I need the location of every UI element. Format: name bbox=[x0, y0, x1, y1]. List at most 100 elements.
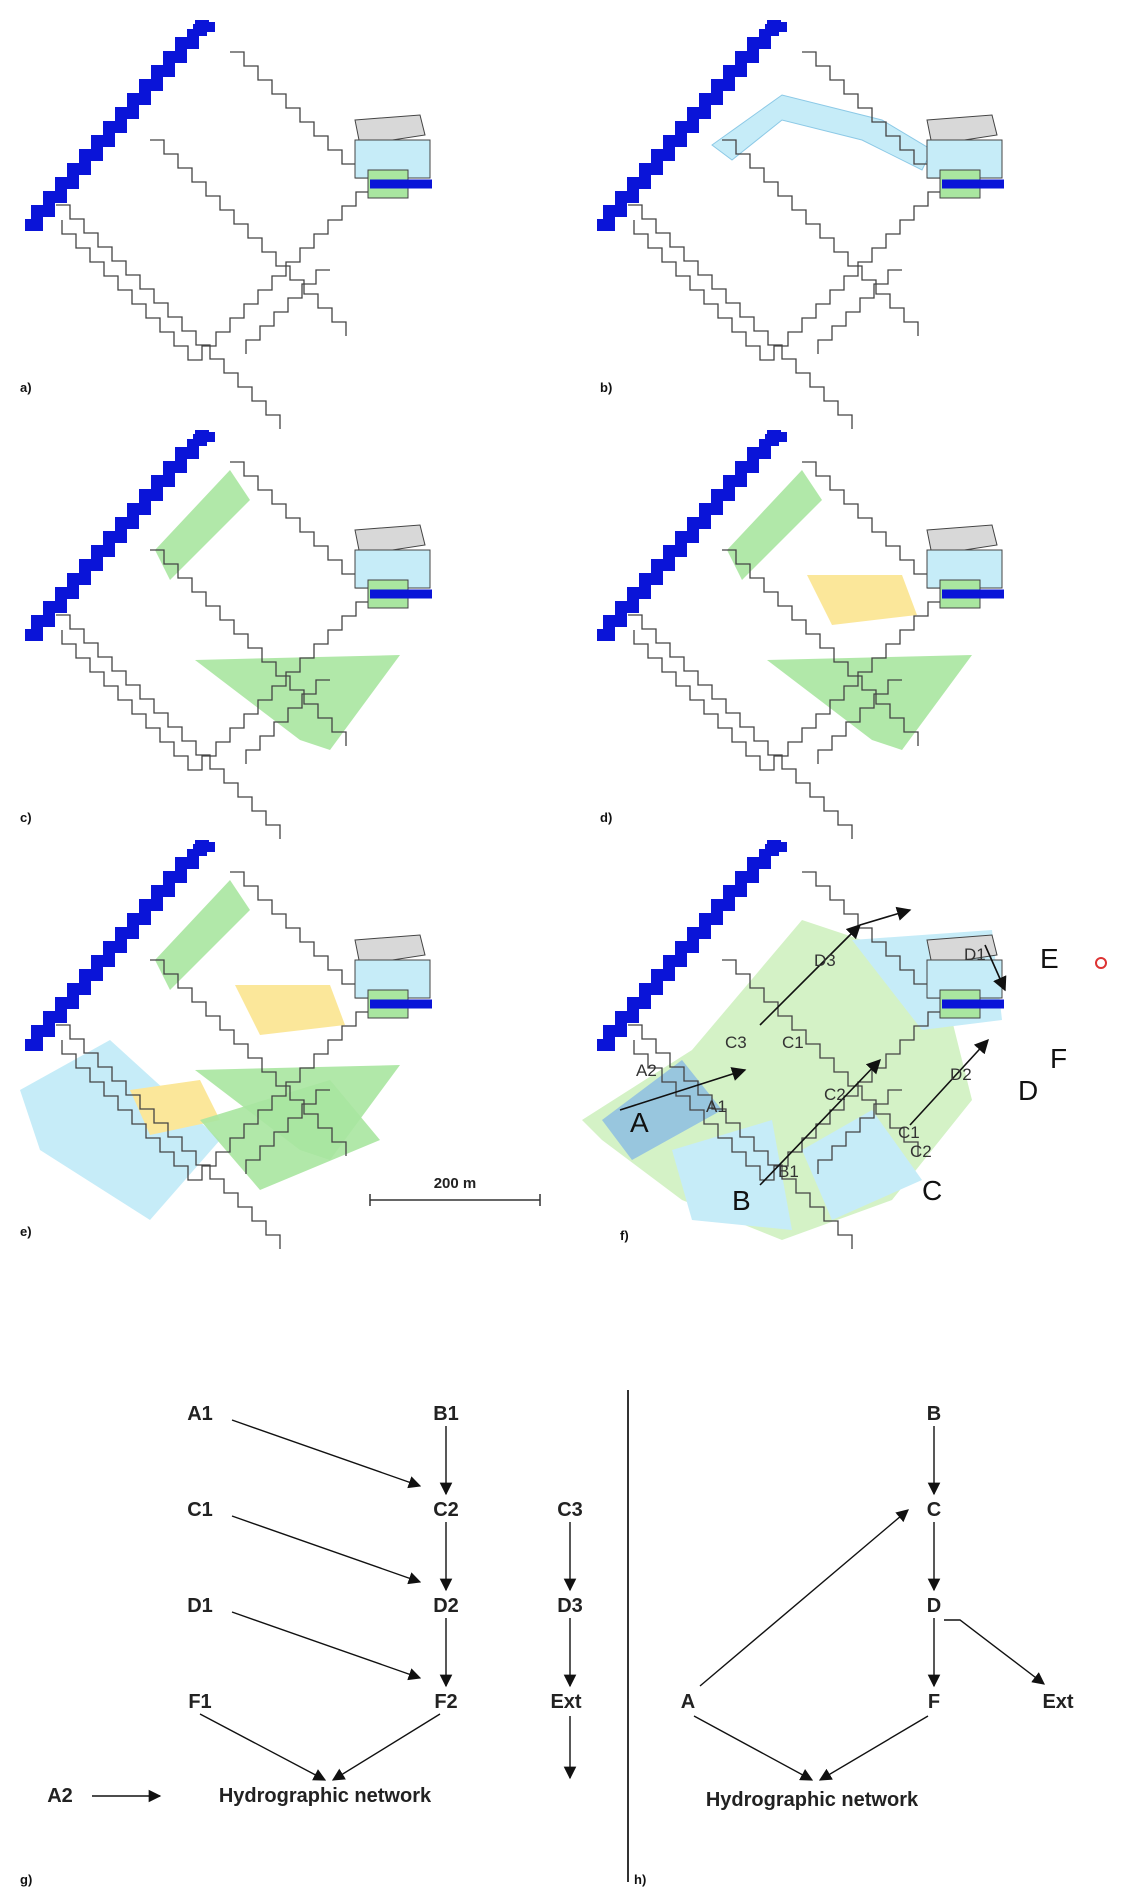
catchment-divide bbox=[56, 204, 281, 429]
flow-arrow-4 bbox=[859, 906, 912, 926]
node-A2: A2 bbox=[47, 1785, 73, 1807]
node-Ext: Ext bbox=[550, 1691, 581, 1713]
green-zone-lower bbox=[767, 655, 972, 750]
grey-area bbox=[354, 934, 426, 966]
zone-label-A: A bbox=[630, 1107, 649, 1138]
flow-arrow-0 bbox=[619, 1067, 747, 1111]
flow-graph-g: A1 B1 C1 C2 C3 D1 D2 D3 F1 F2 Ext A2 Hyd… bbox=[47, 1403, 583, 1807]
catchment-divide-2 bbox=[150, 139, 347, 336]
sub-label-B1: B1 bbox=[778, 1162, 799, 1181]
edge-h-A-network bbox=[693, 1715, 814, 1781]
green-zone-lower bbox=[195, 655, 400, 750]
graph-h-edges bbox=[693, 1426, 1046, 1781]
zone-label-D: D bbox=[1018, 1075, 1038, 1106]
catchment-outline bbox=[633, 51, 943, 361]
catchment-divide-2 bbox=[150, 959, 347, 1156]
edge-A1-C2 bbox=[231, 1419, 422, 1489]
sub-label-D1: D1 bbox=[964, 945, 986, 964]
edge-h-D-Ext bbox=[944, 1619, 1046, 1685]
node-F2: F2 bbox=[434, 1691, 457, 1713]
main-river bbox=[597, 20, 787, 231]
sub-label-C2a: C2 bbox=[824, 1085, 846, 1104]
zone-fill-C bbox=[802, 1110, 922, 1220]
zone-label-F: F bbox=[1050, 1043, 1067, 1074]
flow-arrow-3 bbox=[759, 923, 862, 1026]
main-river bbox=[25, 20, 215, 231]
panel-label-g: g) bbox=[20, 1872, 32, 1887]
flow-graph-h: B C D A F Ext Hydrographic network bbox=[681, 1403, 1074, 1811]
catchment-divide-3 bbox=[245, 269, 330, 354]
green-zone-upper bbox=[155, 880, 250, 990]
catchment-outline bbox=[61, 461, 371, 771]
catchment-outline bbox=[633, 461, 943, 771]
grey-area bbox=[926, 114, 998, 146]
yellow-zone bbox=[807, 575, 917, 625]
map-panel-e bbox=[20, 840, 432, 1249]
grey-area bbox=[926, 524, 998, 556]
edge-D1-F2 bbox=[231, 1611, 422, 1681]
node-C3: C3 bbox=[557, 1499, 583, 1521]
catchment-divide bbox=[628, 204, 853, 429]
node-h-hydrographic-network: Hydrographic network bbox=[706, 1789, 919, 1811]
grey-area bbox=[354, 524, 426, 556]
catchment-divide-2 bbox=[722, 549, 919, 746]
node-h-B: B bbox=[927, 1403, 941, 1425]
catchment-divide-3 bbox=[245, 1089, 330, 1174]
sub-label-C3: C3 bbox=[725, 1033, 747, 1052]
catchment-divide bbox=[628, 614, 853, 839]
panel-label-a: a) bbox=[20, 380, 32, 395]
node-C1: C1 bbox=[187, 1499, 213, 1521]
main-river bbox=[25, 430, 215, 641]
node-h-F: F bbox=[928, 1691, 940, 1713]
graph-g-edges bbox=[92, 1419, 577, 1803]
green-zone-bottom bbox=[200, 1080, 380, 1190]
panel-label-h: h) bbox=[634, 1872, 646, 1887]
main-river bbox=[597, 840, 787, 1051]
edge-F2-network bbox=[331, 1713, 441, 1781]
zone-fill-B bbox=[672, 1120, 792, 1230]
catchment-divide bbox=[56, 614, 281, 839]
node-D1: D1 bbox=[187, 1595, 213, 1617]
node-A1: A1 bbox=[187, 1403, 213, 1425]
catchment-divide-3 bbox=[817, 679, 902, 764]
catchment-divide-3 bbox=[817, 1089, 902, 1174]
catchment-divide-2 bbox=[150, 549, 347, 746]
flow-arrow-5 bbox=[984, 944, 1007, 992]
map-f-labels: A B C D E F A2 A1 B1 C3 C1 C2 C1 C2 D3 D… bbox=[630, 943, 1067, 1216]
catchment-divide bbox=[56, 1024, 281, 1249]
catchment-divide-3 bbox=[245, 679, 330, 764]
blue-stream-zone bbox=[711, 94, 933, 171]
edge-h-A-C bbox=[699, 1509, 909, 1687]
yellow-zone-left bbox=[130, 1080, 220, 1135]
sub-label-C1b: C1 bbox=[898, 1123, 920, 1142]
sub-label-C1a: C1 bbox=[782, 1033, 804, 1052]
node-hydrographic-network: Hydrographic network bbox=[219, 1785, 432, 1807]
main-river bbox=[597, 430, 787, 641]
node-F1: F1 bbox=[188, 1691, 211, 1713]
node-h-Ext: Ext bbox=[1042, 1691, 1073, 1713]
panel-label-c: c) bbox=[20, 810, 32, 825]
catchment-divide-3 bbox=[817, 269, 902, 354]
catchment-divide-2 bbox=[722, 139, 919, 336]
main-river bbox=[25, 840, 215, 1051]
map-panel-c bbox=[25, 430, 432, 839]
sub-label-A1: A1 bbox=[706, 1097, 727, 1116]
yellow-zone bbox=[235, 985, 345, 1035]
catchment-divide-2 bbox=[722, 959, 919, 1156]
node-B1: B1 bbox=[433, 1403, 459, 1425]
map-panel-f bbox=[582, 840, 1107, 1249]
sub-label-D3: D3 bbox=[814, 951, 836, 970]
green-zone-upper bbox=[155, 470, 250, 580]
sub-label-D2: D2 bbox=[950, 1065, 972, 1084]
panel-label-b: b) bbox=[600, 380, 612, 395]
panel-label-e: e) bbox=[20, 1224, 32, 1239]
node-D3: D3 bbox=[557, 1595, 583, 1617]
outlet-marker bbox=[1095, 957, 1107, 969]
panel-label-d: d) bbox=[600, 810, 612, 825]
edge-F1-network bbox=[199, 1713, 327, 1781]
green-zone-upper bbox=[727, 470, 822, 580]
node-h-D: D bbox=[927, 1595, 941, 1617]
catchment-outline bbox=[633, 871, 943, 1181]
blue-zone-left bbox=[20, 1040, 220, 1220]
